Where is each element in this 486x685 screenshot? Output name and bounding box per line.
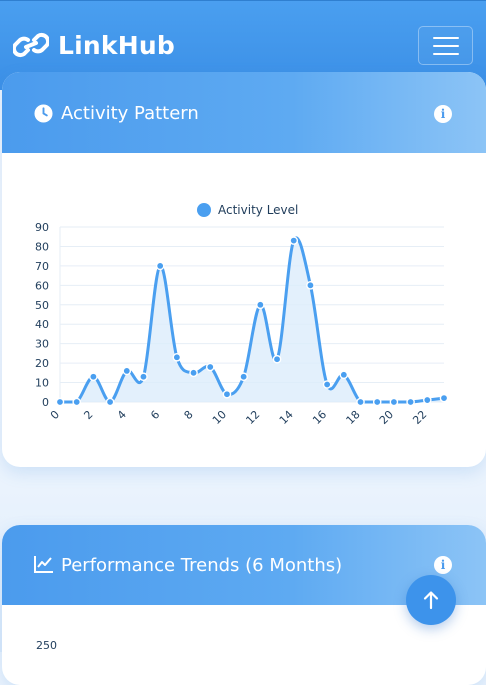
activity-card-header: Activity Pattern i [2,72,486,153]
activity-card-title: Activity Pattern [61,103,199,124]
data-point [256,300,265,310]
brand[interactable]: LinkHub [13,30,175,60]
x-tick-label: 0 [48,408,62,422]
y-tick-label: 50 [35,299,49,312]
data-point [339,370,349,380]
info-icon[interactable]: i [434,556,452,574]
x-tick-label: 18 [344,408,363,427]
link-icon [13,30,49,60]
x-tick-label: 8 [182,408,196,422]
y-tick-label: 10 [35,377,49,390]
y-tick-label: 70 [35,260,49,273]
data-point [122,366,132,376]
x-tick-label: 16 [310,408,329,427]
x-tick-label: 20 [377,408,396,427]
data-point [322,380,332,389]
data-point [72,397,81,407]
hamburger-icon-bar [433,45,459,47]
data-point [372,397,382,407]
y-tick-label: 90 [35,221,49,234]
data-point [406,397,415,407]
y-tick-label: 20 [35,357,49,370]
data-point [289,236,299,245]
y-tick-label: 30 [35,338,49,351]
data-point [139,372,148,382]
clock-icon [34,104,53,127]
hamburger-icon-bar [433,53,459,55]
scroll-to-top-button[interactable] [406,575,456,625]
brand-name: LinkHub [58,30,175,60]
x-tick-label: 14 [277,408,296,427]
data-point [389,397,399,407]
hamburger-icon [433,37,459,39]
x-tick-label: 22 [410,408,429,427]
arrow-up-icon [423,591,439,610]
data-point [439,393,449,403]
data-point [272,354,282,364]
data-point [306,281,315,290]
x-tick-label: 12 [243,408,262,427]
x-tick-label: 4 [115,408,129,422]
activity-chart: 0 10 20 30 40 50 60 70 80 90 0 2 4 6 8 10 12 14 16 18 20 22 [35,221,449,427]
legend-swatch [197,203,211,217]
info-icon[interactable]: i [434,105,452,123]
x-tick-label: 2 [81,408,95,422]
y-tick-label: 60 [35,279,49,292]
data-point [105,397,115,407]
data-point [89,372,98,382]
data-point [239,372,248,382]
data-point [155,261,165,271]
performance-card-title: Performance Trends (6 Months) [61,555,343,576]
legend-label: Activity Level [218,203,299,217]
data-point [205,362,215,372]
data-point [423,395,432,405]
data-point [55,397,65,407]
performance-y-tick: 250 [36,639,57,652]
data-point [172,352,182,362]
x-tick-label: 6 [148,408,162,422]
y-tick-label: 80 [35,240,49,253]
data-point [222,389,232,399]
data-point [356,397,365,407]
chart-legend[interactable]: Activity Level [197,203,298,217]
line-chart-icon [34,555,54,577]
area-fill [60,237,444,402]
data-point [189,368,198,378]
y-tick-label: 0 [42,396,49,409]
y-tick-label: 40 [35,318,49,331]
x-tick-label: 10 [210,408,229,427]
performance-card-header: Performance Trends (6 Months) i [2,525,486,605]
menu-toggle-button[interactable] [418,26,473,65]
